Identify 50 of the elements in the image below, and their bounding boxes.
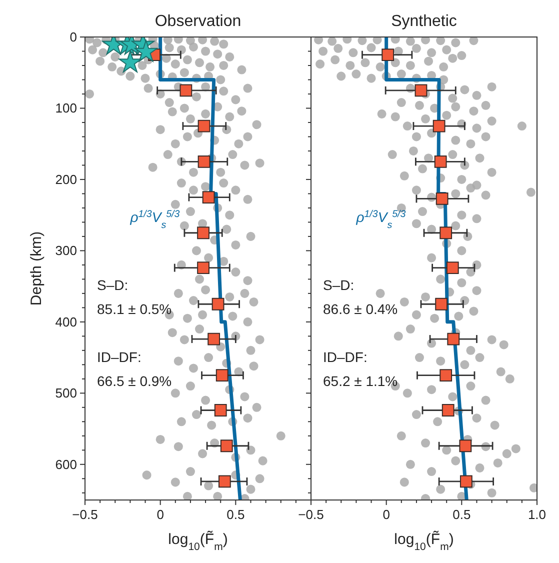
x-tick-label: 0 [156, 507, 164, 522]
point [414, 84, 428, 97]
point [198, 155, 210, 168]
point [220, 440, 233, 452]
point [435, 298, 448, 310]
y-tick-label: 400 [55, 314, 77, 330]
y-tick-label: 300 [55, 243, 77, 258]
x-tick-label: 1.0 [528, 507, 546, 522]
point [197, 226, 210, 240]
y-tick-label: 200 [55, 172, 77, 187]
point [447, 332, 460, 346]
x-tick-label: −0.5 [72, 507, 98, 522]
point [216, 369, 228, 382]
point [434, 155, 447, 168]
annotation: S–D: 85.1 ± 0.5% [97, 277, 172, 317]
point [202, 191, 215, 204]
x-axis-title: log$_{10}$(F̃$_{m}$) [394, 530, 454, 553]
point [440, 369, 452, 382]
x-tick-label: 0.5 [452, 507, 471, 522]
point [208, 332, 220, 346]
point [460, 475, 472, 488]
point [436, 192, 448, 205]
point [442, 404, 454, 416]
y-tick-label: 100 [55, 100, 77, 116]
point [446, 262, 459, 274]
point [197, 262, 210, 274]
annotation: ID–DF: 65.2 ± 1.1% [323, 349, 398, 389]
chart-title: Synthetic [391, 13, 457, 30]
point [440, 226, 452, 240]
point [118, 50, 142, 72]
point [382, 48, 394, 62]
x-axis-title: log$_{10}$(F̃$_{m}$) [168, 530, 228, 553]
point [214, 404, 227, 416]
point [198, 120, 210, 132]
point [459, 440, 472, 452]
x-tick-label: 0.5 [226, 507, 245, 522]
x-tick-label: 0 [382, 507, 390, 522]
y-tick-label: 600 [55, 456, 77, 472]
annotation: ID–DF: 66.5 ± 0.9% [97, 349, 172, 389]
y-axis-title: Depth (km) [28, 231, 45, 306]
annotation: S–D: 86.6 ± 0.4% [323, 277, 398, 317]
point [134, 40, 158, 62]
y-tick-label: 0 [70, 30, 77, 44]
point [212, 298, 224, 310]
point [218, 475, 231, 488]
x-tick-label: −0.5 [298, 507, 324, 522]
y-tick-label: 500 [55, 386, 77, 401]
point [432, 120, 446, 132]
point [180, 84, 192, 97]
chart-title: Observation [154, 13, 242, 30]
